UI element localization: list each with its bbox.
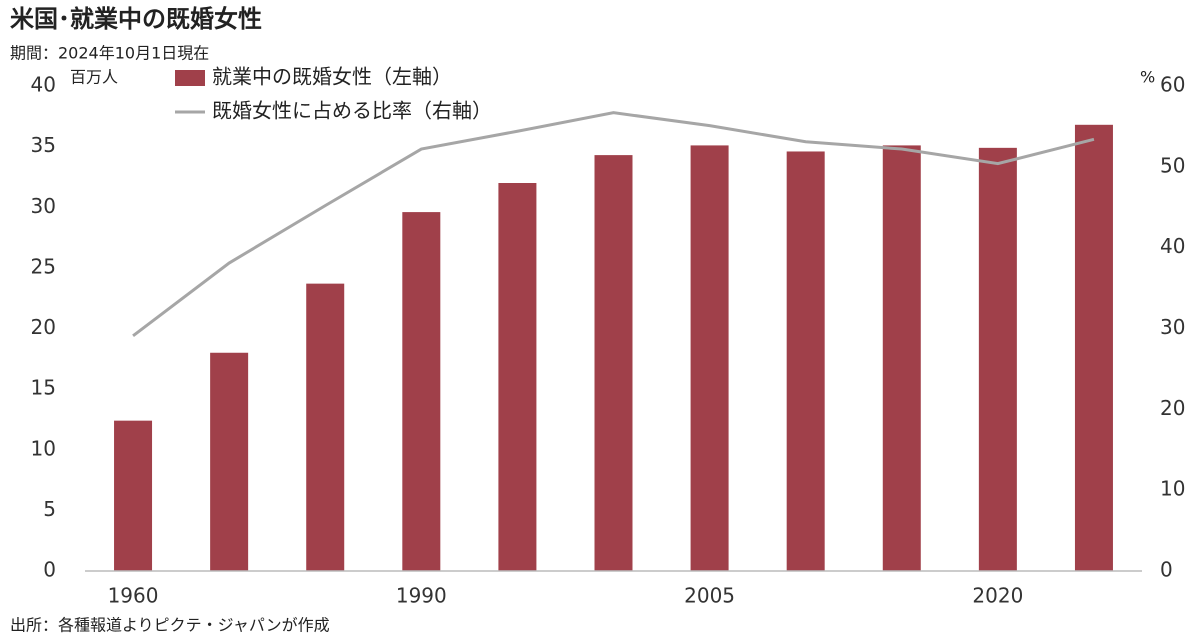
y2-tick-label: 50	[1160, 153, 1185, 177]
y2-tick-label: 40	[1160, 234, 1185, 258]
x-tick-label: 1960	[108, 584, 159, 608]
bar	[1074, 124, 1113, 572]
y-axis-label: 百万人	[70, 68, 118, 87]
chart-title: 米国･就業中の既婚女性	[10, 5, 262, 33]
y-tick-label: 0	[43, 558, 56, 582]
bar	[498, 183, 537, 571]
y-tick-label: 40	[31, 73, 56, 97]
bar	[114, 420, 153, 571]
legend-swatch	[175, 70, 205, 86]
y2-tick-label: 30	[1160, 315, 1185, 339]
bar	[402, 212, 441, 571]
subtitle: 期間：2024年10月1日現在	[10, 44, 209, 63]
source: 出所：各種報道よりピクテ・ジャパンが作成	[10, 616, 330, 635]
y2-axis-label: %	[1140, 68, 1155, 87]
y-tick-label: 15	[31, 376, 56, 400]
x-tick-label: 1990	[396, 584, 447, 608]
bar	[594, 155, 633, 572]
bar	[786, 151, 825, 571]
bar	[690, 145, 729, 571]
y-tick-label: 30	[31, 194, 56, 218]
y-tick-label: 10	[31, 436, 56, 460]
x-tick-label: 2020	[972, 584, 1023, 608]
legend-label: 既婚女性に占める比率（右軸）	[212, 99, 492, 123]
x-tick-label: 2005	[684, 584, 735, 608]
y2-tick-label: 10	[1160, 477, 1185, 501]
bar	[210, 352, 249, 571]
y2-tick-label: 20	[1160, 396, 1185, 420]
y-tick-label: 25	[31, 254, 56, 278]
y-tick-label: 20	[31, 315, 56, 339]
bar	[978, 147, 1017, 571]
line	[132, 111, 1095, 337]
y-tick-label: 5	[43, 497, 56, 521]
y2-tick-label: 0	[1160, 558, 1173, 582]
legend-label: 就業中の既婚女性（左軸）	[212, 65, 452, 89]
y-tick-label: 35	[31, 133, 56, 157]
y2-tick-label: 60	[1160, 73, 1185, 97]
bar	[306, 283, 345, 571]
bar	[882, 145, 921, 571]
